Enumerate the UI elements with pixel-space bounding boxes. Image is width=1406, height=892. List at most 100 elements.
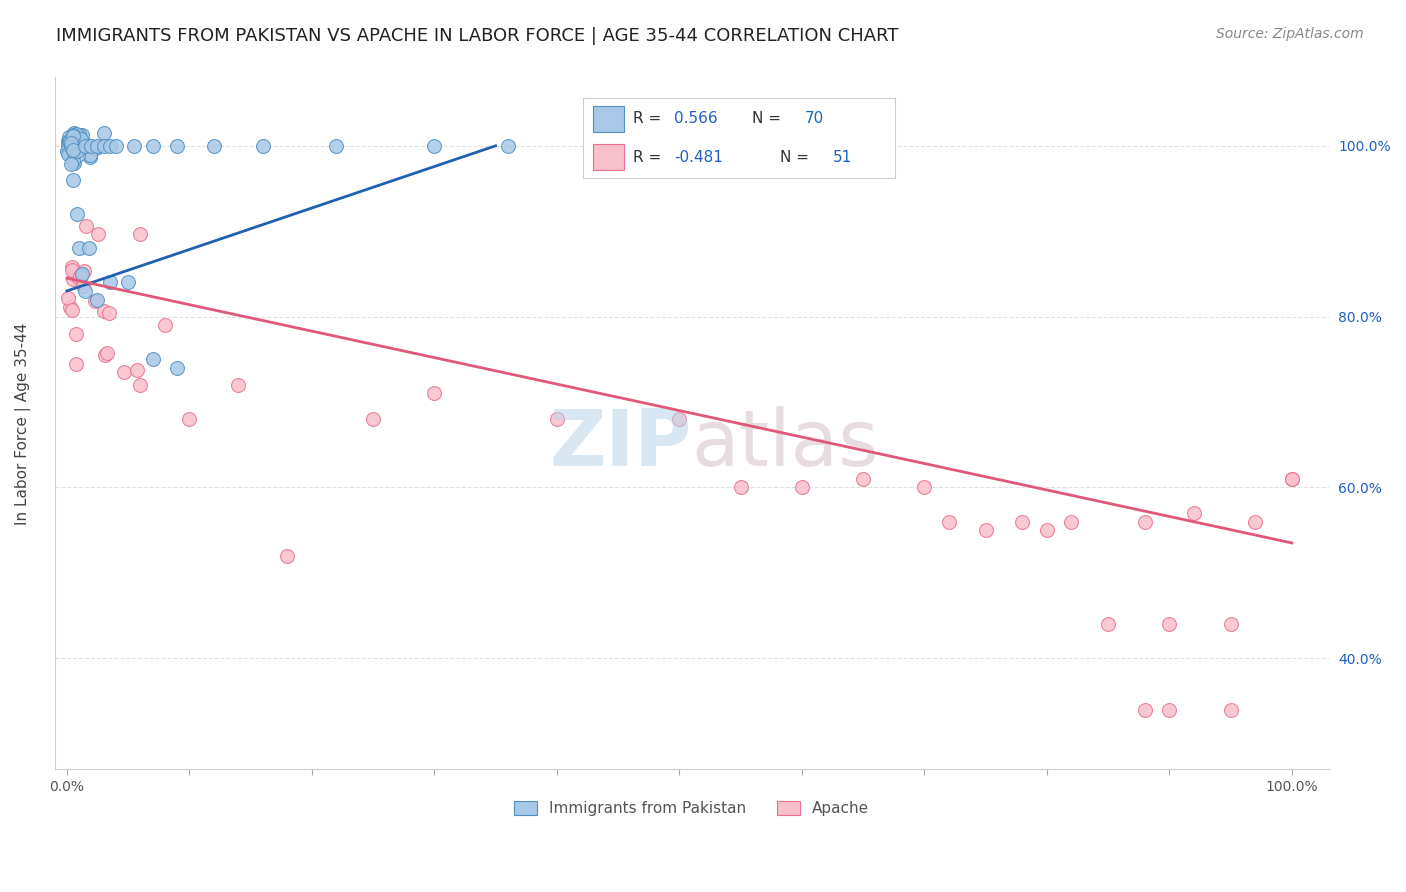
Point — [60, 303, 83, 318]
Point — [65, 327, 87, 342]
Point — [62, 173, 84, 187]
Point — [59, 300, 82, 314]
Point — [142, 352, 165, 367]
Point — [852, 472, 875, 486]
Point — [276, 549, 298, 563]
Point — [938, 515, 960, 529]
Point — [153, 318, 176, 333]
Text: ZIP: ZIP — [550, 406, 692, 483]
Point — [93, 304, 115, 318]
Point — [125, 363, 148, 377]
Point — [1097, 617, 1119, 632]
Point — [166, 138, 188, 153]
Point — [72, 278, 94, 293]
Point — [62, 142, 84, 156]
Point — [228, 378, 250, 392]
Text: atlas: atlas — [692, 406, 879, 483]
Point — [1219, 617, 1241, 632]
Point — [129, 227, 152, 242]
Point — [63, 145, 86, 159]
Point — [361, 412, 384, 426]
Point — [56, 143, 79, 157]
Point — [65, 357, 87, 371]
Point — [59, 137, 82, 152]
Point — [1036, 523, 1059, 537]
Point — [60, 141, 83, 155]
Point — [84, 140, 107, 154]
Point — [66, 148, 89, 162]
Point — [79, 150, 101, 164]
Point — [60, 136, 83, 150]
Point — [75, 138, 97, 153]
Point — [75, 284, 97, 298]
Point — [62, 128, 84, 143]
Point — [58, 134, 80, 148]
Point — [790, 480, 813, 494]
Point — [66, 137, 89, 152]
Point — [58, 130, 80, 145]
Point — [668, 412, 690, 426]
Point — [1133, 515, 1156, 529]
Point — [112, 365, 135, 379]
Point — [62, 156, 84, 170]
Point — [1159, 617, 1181, 632]
Point — [73, 136, 96, 151]
Point — [63, 141, 86, 155]
Point — [60, 157, 83, 171]
Point — [912, 480, 935, 494]
Point — [56, 134, 79, 148]
Point — [69, 268, 91, 283]
Point — [76, 219, 98, 233]
Point — [72, 138, 94, 153]
Point — [58, 146, 80, 161]
Point — [59, 135, 82, 149]
Point — [60, 260, 83, 275]
Point — [1244, 515, 1267, 529]
Point — [56, 291, 79, 305]
Point — [98, 305, 121, 319]
Point — [86, 138, 108, 153]
Point — [63, 139, 86, 153]
Point — [86, 293, 108, 307]
Point — [98, 138, 121, 153]
Point — [730, 480, 752, 494]
Point — [69, 142, 91, 156]
Point — [62, 126, 84, 140]
Point — [82, 141, 104, 155]
Point — [94, 348, 117, 362]
Point — [423, 138, 446, 153]
Point — [62, 135, 84, 149]
Point — [60, 263, 83, 277]
Y-axis label: In Labor Force | Age 35-44: In Labor Force | Age 35-44 — [15, 322, 31, 524]
Point — [59, 135, 82, 149]
Point — [62, 139, 84, 153]
Point — [73, 264, 96, 278]
Point — [96, 346, 118, 360]
Point — [80, 138, 103, 153]
Point — [70, 128, 93, 142]
Point — [69, 128, 91, 142]
Point — [67, 241, 90, 255]
Point — [87, 227, 110, 241]
Point — [1060, 515, 1083, 529]
Point — [252, 138, 274, 153]
Point — [66, 269, 89, 284]
Point — [93, 126, 115, 140]
Point — [104, 138, 127, 153]
Point — [1281, 472, 1303, 486]
Point — [1011, 515, 1033, 529]
Point — [117, 276, 139, 290]
Legend: Immigrants from Pakistan, Apache: Immigrants from Pakistan, Apache — [506, 794, 877, 824]
Point — [122, 138, 145, 153]
Point — [77, 241, 100, 255]
Point — [65, 128, 87, 142]
Point — [325, 138, 347, 153]
Point — [58, 146, 80, 161]
Point — [66, 144, 89, 158]
Point — [63, 145, 86, 160]
Point — [546, 412, 568, 426]
Point — [62, 143, 84, 157]
Point — [1133, 702, 1156, 716]
Point — [974, 523, 997, 537]
Point — [70, 131, 93, 145]
